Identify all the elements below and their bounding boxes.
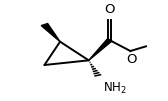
Text: O: O: [126, 53, 136, 66]
Polygon shape: [41, 24, 60, 42]
Text: O: O: [104, 3, 115, 16]
Text: NH$_2$: NH$_2$: [103, 81, 127, 96]
Polygon shape: [89, 39, 112, 60]
